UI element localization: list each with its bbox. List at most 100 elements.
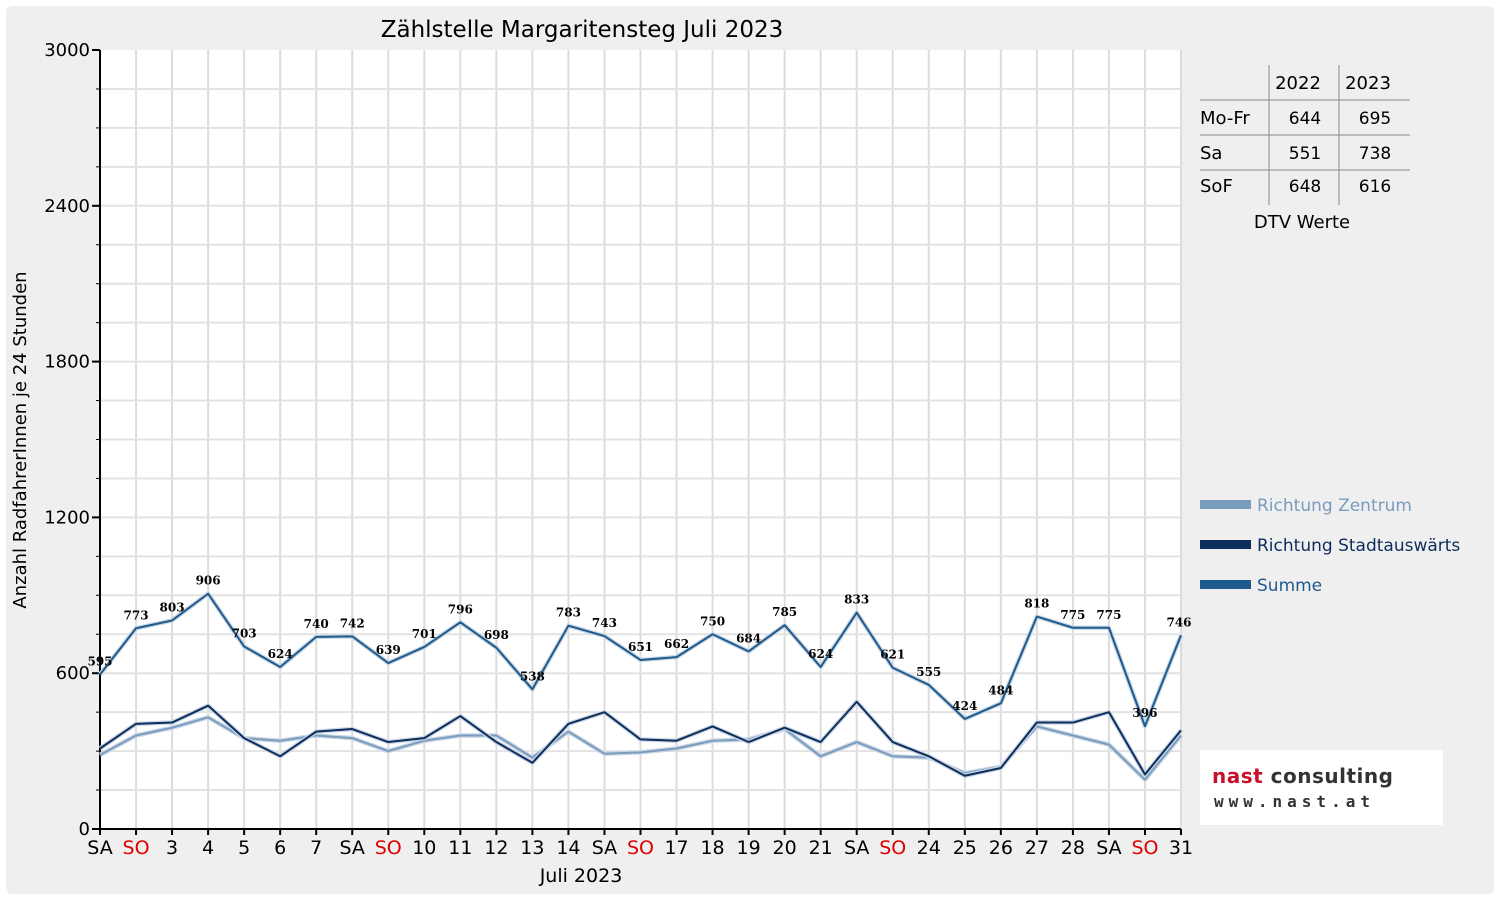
company-logo: nast consulting www.nast.at: [1200, 750, 1443, 825]
series-line-2: [99, 592, 1182, 728]
data-label: 785: [772, 605, 797, 619]
x-tick-label: 7: [310, 837, 322, 859]
y-ticks: 0 600 1200 1800 2400 3000: [44, 40, 90, 840]
table-cell: 648: [1289, 177, 1321, 197]
data-label: 775: [1096, 608, 1121, 622]
y-tick-label: 600: [56, 663, 90, 684]
x-tick-label: 21: [809, 837, 833, 859]
y-tick-label: 0: [79, 819, 90, 840]
data-label: 906: [196, 574, 221, 588]
legend-swatch: [1200, 580, 1251, 589]
x-tick-label: SA: [592, 837, 617, 859]
x-tick-label: SO: [1131, 837, 1158, 859]
data-label: 742: [340, 616, 365, 630]
data-label: 555: [916, 665, 941, 679]
data-label: 703: [232, 626, 257, 640]
table-cell: 551: [1289, 144, 1321, 164]
data-label: 639: [376, 643, 401, 657]
data-label: 796: [448, 602, 473, 616]
y-tick-label: 3000: [44, 40, 90, 61]
data-label: 538: [520, 669, 545, 683]
data-label: 775: [1060, 608, 1085, 622]
table-cell: 695: [1359, 109, 1391, 129]
data-label: 743: [592, 616, 617, 630]
data-label: 595: [87, 654, 112, 668]
legend-swatch: [1200, 500, 1251, 509]
data-label: 750: [700, 614, 725, 628]
dtv-table: 2022 2023 Mo-Fr 644 695 Sa 551 738 SoF 6…: [1200, 65, 1410, 233]
data-label: 396: [1132, 706, 1157, 720]
data-label: 662: [664, 637, 689, 651]
x-tick-label: SA: [1096, 837, 1121, 859]
x-tick-label: SA: [844, 837, 869, 859]
data-label: 698: [484, 628, 509, 642]
x-axis-label: Juli 2023: [539, 865, 623, 887]
table-cell: 644: [1289, 109, 1321, 129]
legend: Richtung Zentrum Richtung Stadtauswärts Su…: [1200, 496, 1460, 596]
x-tick-label: 19: [737, 837, 761, 859]
series-group: [98, 591, 1184, 782]
x-tick-label: 10: [412, 837, 436, 859]
table-header-2022: 2022: [1275, 73, 1321, 94]
data-label: 621: [880, 648, 905, 662]
y-tick-label: 1200: [44, 507, 90, 528]
x-tick-label: 14: [556, 837, 580, 859]
table-row-label: Sa: [1200, 143, 1222, 164]
chart-title: Zählstelle Margaritensteg Juli 2023: [381, 17, 784, 43]
data-label: 783: [556, 606, 581, 620]
x-tick-label: 28: [1061, 837, 1085, 859]
data-label: 684: [736, 631, 761, 645]
x-tick-label: 5: [238, 837, 250, 859]
x-tick-label: SA: [340, 837, 365, 859]
table-header-2023: 2023: [1345, 73, 1391, 94]
data-label: 740: [304, 617, 329, 631]
table-row-label: Mo-Fr: [1200, 108, 1250, 129]
data-label: 484: [988, 683, 1013, 697]
legend-label: Summe: [1257, 576, 1322, 596]
x-tick-label: 17: [664, 837, 688, 859]
x-tick-label: SA: [87, 837, 112, 859]
data-label: 701: [412, 627, 437, 641]
data-label: 651: [628, 640, 653, 654]
x-tick-label: 18: [700, 837, 724, 859]
data-label: 746: [1166, 615, 1191, 629]
x-tick-label: 25: [953, 837, 977, 859]
table-cell: 616: [1359, 177, 1391, 197]
x-tick-label: SO: [879, 837, 906, 859]
legend-label: Richtung Zentrum: [1257, 496, 1412, 516]
y-tick-label: 2400: [44, 196, 90, 217]
x-tick-label: 3: [166, 837, 178, 859]
table-row-label: SoF: [1200, 176, 1233, 197]
logo-text-consulting: consulting: [1263, 764, 1394, 788]
data-label: 818: [1024, 597, 1049, 611]
logo-text-nast: nast: [1212, 764, 1264, 788]
x-tick-label: SO: [123, 837, 150, 859]
y-axis-label: Anzahl RadfahrerInnen je 24 Stunden: [10, 271, 31, 608]
legend-swatch: [1200, 540, 1251, 549]
data-label: 624: [808, 647, 833, 661]
x-tick-label: 20: [773, 837, 797, 859]
data-label: 803: [160, 600, 185, 614]
x-tick-label: 4: [202, 837, 214, 859]
x-tick-label: SO: [375, 837, 402, 859]
x-tick-label: SO: [627, 837, 654, 859]
x-tick-label: 11: [448, 837, 472, 859]
x-tick-label: 6: [274, 837, 286, 859]
x-tick-label: 31: [1169, 837, 1193, 859]
grid: [100, 50, 1182, 829]
data-labels: 595 773 803 906 703 624 740 742 639 701 796 698 538 7…: [87, 574, 1191, 720]
x-tick-label: 13: [520, 837, 544, 859]
axes: [92, 49, 1182, 835]
data-label: 833: [844, 593, 869, 607]
x-tick-label: 26: [989, 837, 1013, 859]
data-label: 624: [268, 647, 293, 661]
logo-url: www.nast.at: [1214, 792, 1375, 811]
data-label: 773: [124, 608, 149, 622]
data-label: 424: [952, 699, 977, 713]
legend-label: Richtung Stadtauswärts: [1257, 536, 1460, 556]
x-tick-label: 24: [917, 837, 941, 859]
y-tick-label: 1800: [44, 352, 90, 373]
table-caption: DTV Werte: [1254, 212, 1350, 233]
x-tick-label: 27: [1025, 837, 1049, 859]
